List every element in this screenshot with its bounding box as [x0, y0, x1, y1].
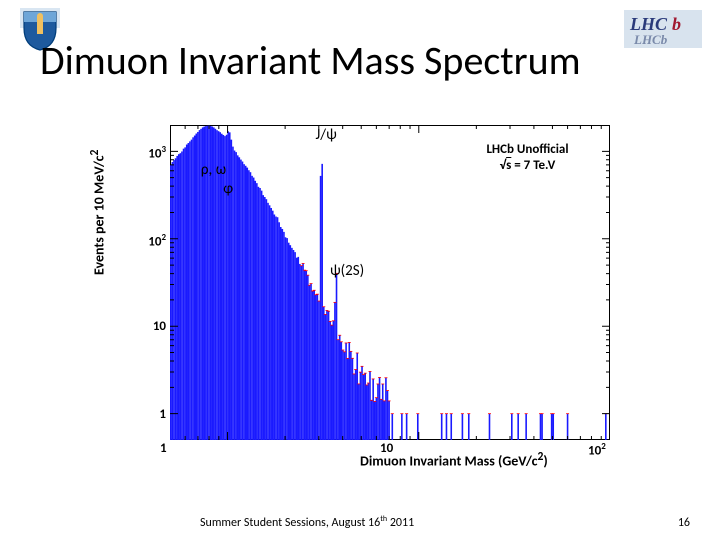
y-tick: 1	[140, 407, 166, 422]
x-tick: 10	[380, 441, 393, 456]
y-axis-label: Events per 10 MeV/c2	[88, 150, 108, 275]
peak-label: φ	[223, 180, 233, 198]
peak-label: J/ψ	[316, 126, 337, 144]
svg-text:LHC: LHC	[629, 14, 668, 34]
page-number: 16	[678, 516, 690, 530]
peak-label: ψ(2S)	[330, 262, 364, 280]
x-tick: 102	[588, 441, 606, 458]
plot-canvas	[170, 125, 610, 440]
svg-text:b: b	[672, 14, 681, 34]
y-tick: 103	[140, 144, 166, 161]
dimuon-mass-chart: LHCb Unofficial √s = 7 Te.V Events per 1…	[100, 115, 620, 485]
y-tick: 10	[140, 319, 166, 334]
slide-title: Dimuon Invariant Mass Spectrum	[40, 36, 680, 85]
y-tick: 102	[140, 232, 166, 249]
footer-text: Summer Student Sessions, August 16th 201…	[200, 514, 414, 530]
x-tick: 1	[160, 441, 167, 456]
peak-label: ρ, ω	[201, 161, 226, 179]
